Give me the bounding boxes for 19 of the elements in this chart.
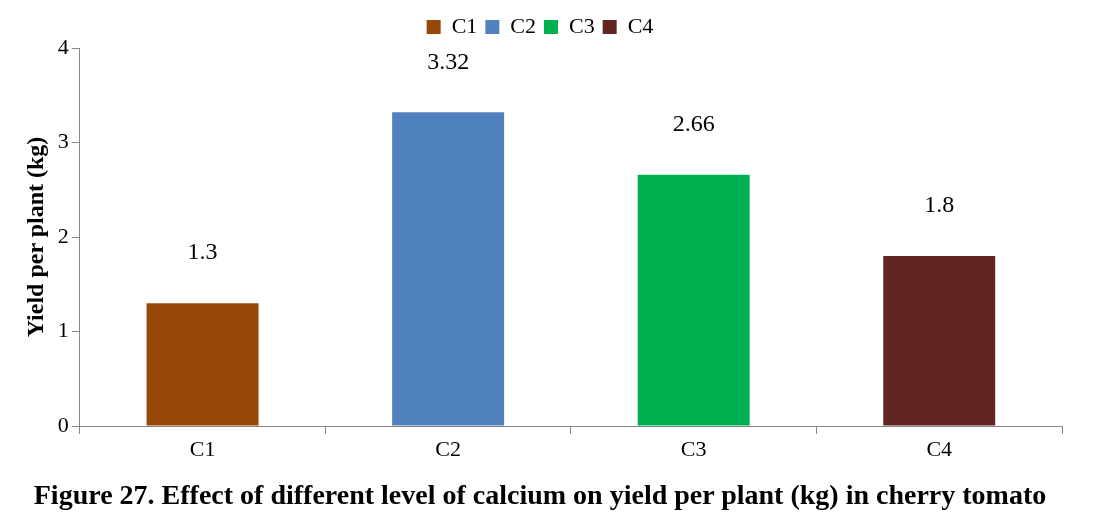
- legend-label: C4: [627, 12, 654, 38]
- y-tick-label: 1: [57, 317, 69, 343]
- y-tick-label: 0: [57, 411, 69, 437]
- legend-label: C2: [510, 12, 537, 38]
- legend-label: C3: [569, 12, 595, 38]
- x-tick-label: C2: [435, 435, 461, 461]
- y-tick-label: 4: [57, 33, 69, 59]
- x-tick-label: C1: [189, 435, 216, 461]
- text: Figure 27. Effect of different level of calcium on yield per plant (kg) in cherry tomato: [33, 479, 1047, 511]
- legend-label: C1: [451, 12, 478, 38]
- y-tick-label: 2: [57, 222, 69, 248]
- y-tick-label: 3: [57, 128, 69, 154]
- data-label: 3.32: [427, 47, 470, 74]
- data-label: 2.66: [672, 109, 715, 136]
- data-label: 1.3: [187, 238, 218, 265]
- x-tick-label: C3: [680, 435, 707, 461]
- y-axis-title: Yield per plant (kg): [21, 136, 48, 338]
- x-tick-label: C4: [926, 435, 953, 461]
- data-label: 1.8: [924, 191, 955, 218]
